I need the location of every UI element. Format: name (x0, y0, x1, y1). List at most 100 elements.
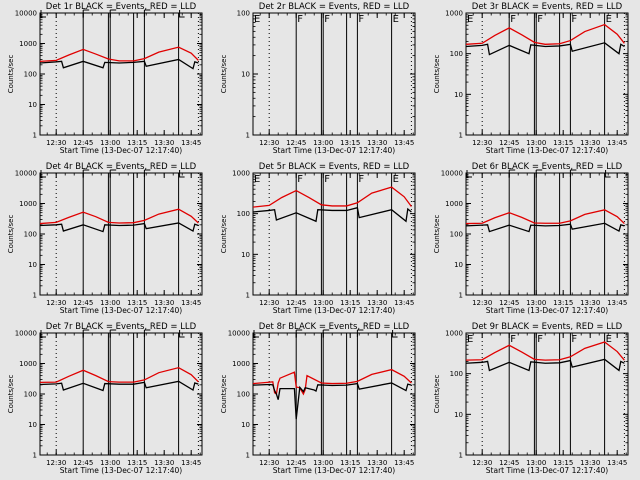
plot-frame (252, 332, 416, 456)
y-tick-label: 10 (28, 421, 37, 429)
detector-panel-9: Det 9r BLACK = Events, RED = LLD Counts/s… (426, 320, 639, 480)
x-tick-label: 12:45 (73, 299, 93, 307)
y-tick-label: 10 (28, 261, 37, 269)
chart-title: Det 4r BLACK = Events, RED = LLD (46, 162, 197, 172)
state-bracket-marker (508, 169, 516, 177)
state-bracket-marker (295, 329, 303, 337)
y-tick-label: 10000 (15, 170, 37, 178)
y-tick-label: 1 (246, 132, 250, 140)
y-axis-label: Counts/sec (220, 55, 228, 94)
attenuator-flag: F (297, 14, 303, 25)
y-tick-label: 1000 (445, 330, 463, 338)
state-bracket-marker (466, 170, 472, 178)
x-tick-label: 13:00 (313, 299, 333, 307)
series-events-line (39, 58, 199, 70)
attenuator-flag: F (358, 174, 364, 185)
y-tick-label: 1 (459, 132, 463, 140)
y-axis-label: Counts/sec (433, 375, 441, 414)
series-events-line (465, 358, 625, 372)
y-tick-label: 1000 (232, 170, 250, 178)
detector-panel-2: Det 2r BLACK = Events, RED = LLD Counts/s… (213, 0, 426, 160)
y-tick-label: 1 (459, 292, 463, 300)
attenuator-flag: E (254, 14, 260, 25)
x-tick-label: 13:30 (580, 139, 600, 147)
y-tick-label: 10000 (441, 170, 463, 178)
detector-panel-1: Det 1r BLACK = Events, RED = LLD Counts/s… (0, 0, 213, 160)
y-axis-label: Counts/sec (220, 375, 228, 414)
plot-frame (252, 172, 416, 296)
y-axis-label: Counts/sec (433, 55, 441, 94)
y-axis-label: Counts/sec (7, 215, 15, 254)
y-tick-label: 10 (454, 261, 463, 269)
y-tick-label: 1000 (232, 360, 250, 368)
x-tick-label: 12:45 (286, 139, 306, 147)
x-tick-label: 12:30 (46, 139, 66, 147)
state-bracket-marker (179, 330, 185, 338)
state-bracket-marker (356, 329, 364, 337)
state-bracket-marker (569, 169, 577, 177)
chart-title: Det 5r BLACK = Events, RED = LLD (259, 162, 410, 172)
y-tick-label: 1000 (445, 200, 463, 208)
x-tick-label: 12:30 (472, 299, 492, 307)
series-lld-line (465, 23, 625, 45)
x-tick-label: 12:45 (499, 299, 519, 307)
attenuator-flag: F (324, 174, 330, 185)
y-axis-label: Counts/sec (220, 215, 228, 254)
series-lld-line (252, 368, 412, 396)
y-tick-label: 10 (241, 71, 250, 79)
state-bracket-marker (143, 169, 151, 177)
x-tick-label: 13:45 (394, 299, 414, 307)
chart-svg: Det 8r BLACK = Events, RED = LLD Counts/s… (220, 322, 416, 475)
x-tick-label: 13:00 (313, 139, 333, 147)
series-events-line (252, 206, 412, 223)
series-lld-line (252, 186, 412, 208)
y-tick-label: 1 (33, 452, 37, 460)
chart-title: Det 3r BLACK = Events, RED = LLD (472, 2, 623, 12)
x-axis-label: Start Time (13-Dec-07 12:17:40) (273, 466, 395, 475)
state-bracket-marker (535, 169, 543, 177)
y-tick-label: 10 (241, 421, 250, 429)
series-events-line (39, 222, 199, 233)
x-axis-label: Start Time (13-Dec-07 12:17:40) (273, 306, 395, 315)
x-tick-label: 13:00 (100, 299, 120, 307)
x-tick-label: 12:30 (259, 459, 279, 467)
x-tick-label: 13:30 (367, 299, 387, 307)
y-tick-label: 10 (454, 411, 463, 419)
y-tick-label: 1000 (19, 360, 37, 368)
y-tick-label: 100 (450, 370, 463, 378)
state-bracket-marker (179, 10, 185, 18)
x-axis-label: Start Time (13-Dec-07 12:17:40) (486, 306, 608, 315)
attenuator-flag: E (393, 14, 399, 25)
x-tick-label: 13:15 (340, 459, 360, 467)
state-bracket-marker (605, 170, 611, 178)
chart-svg: Det 6r BLACK = Events, RED = LLD Counts/s… (433, 162, 629, 315)
state-bracket-marker (143, 9, 151, 17)
state-bracket-marker (82, 9, 90, 17)
y-tick-label: 10000 (228, 330, 250, 338)
series-events-line (252, 382, 412, 420)
chart-title: Det 1r BLACK = Events, RED = LLD (46, 2, 197, 12)
x-tick-label: 12:45 (499, 139, 519, 147)
plot-frame (465, 12, 629, 136)
plot-frame (252, 12, 416, 136)
x-axis-label: Start Time (13-Dec-07 12:17:40) (486, 466, 608, 475)
x-tick-label: 13:45 (607, 299, 627, 307)
chart-svg: Det 3r BLACK = Events, RED = LLD Counts/s… (433, 2, 629, 155)
attenuator-flag: E (606, 14, 612, 25)
plot-frame (39, 172, 203, 296)
attenuator-flag: E (254, 174, 260, 185)
plot-frame (39, 332, 203, 456)
x-tick-label: 13:15 (127, 139, 147, 147)
y-tick-label: 1 (459, 452, 463, 460)
attenuator-flag: F (510, 14, 516, 25)
x-tick-label: 12:45 (499, 459, 519, 467)
x-tick-label: 13:15 (127, 459, 147, 467)
chart-svg: Det 1r BLACK = Events, RED = LLD Counts/s… (7, 2, 203, 155)
y-axis-label: Counts/sec (433, 215, 441, 254)
y-tick-label: 10000 (15, 330, 37, 338)
x-axis-label: Start Time (13-Dec-07 12:17:40) (60, 306, 182, 315)
x-tick-label: 13:00 (526, 459, 546, 467)
x-tick-label: 12:45 (286, 299, 306, 307)
x-tick-label: 13:00 (526, 299, 546, 307)
